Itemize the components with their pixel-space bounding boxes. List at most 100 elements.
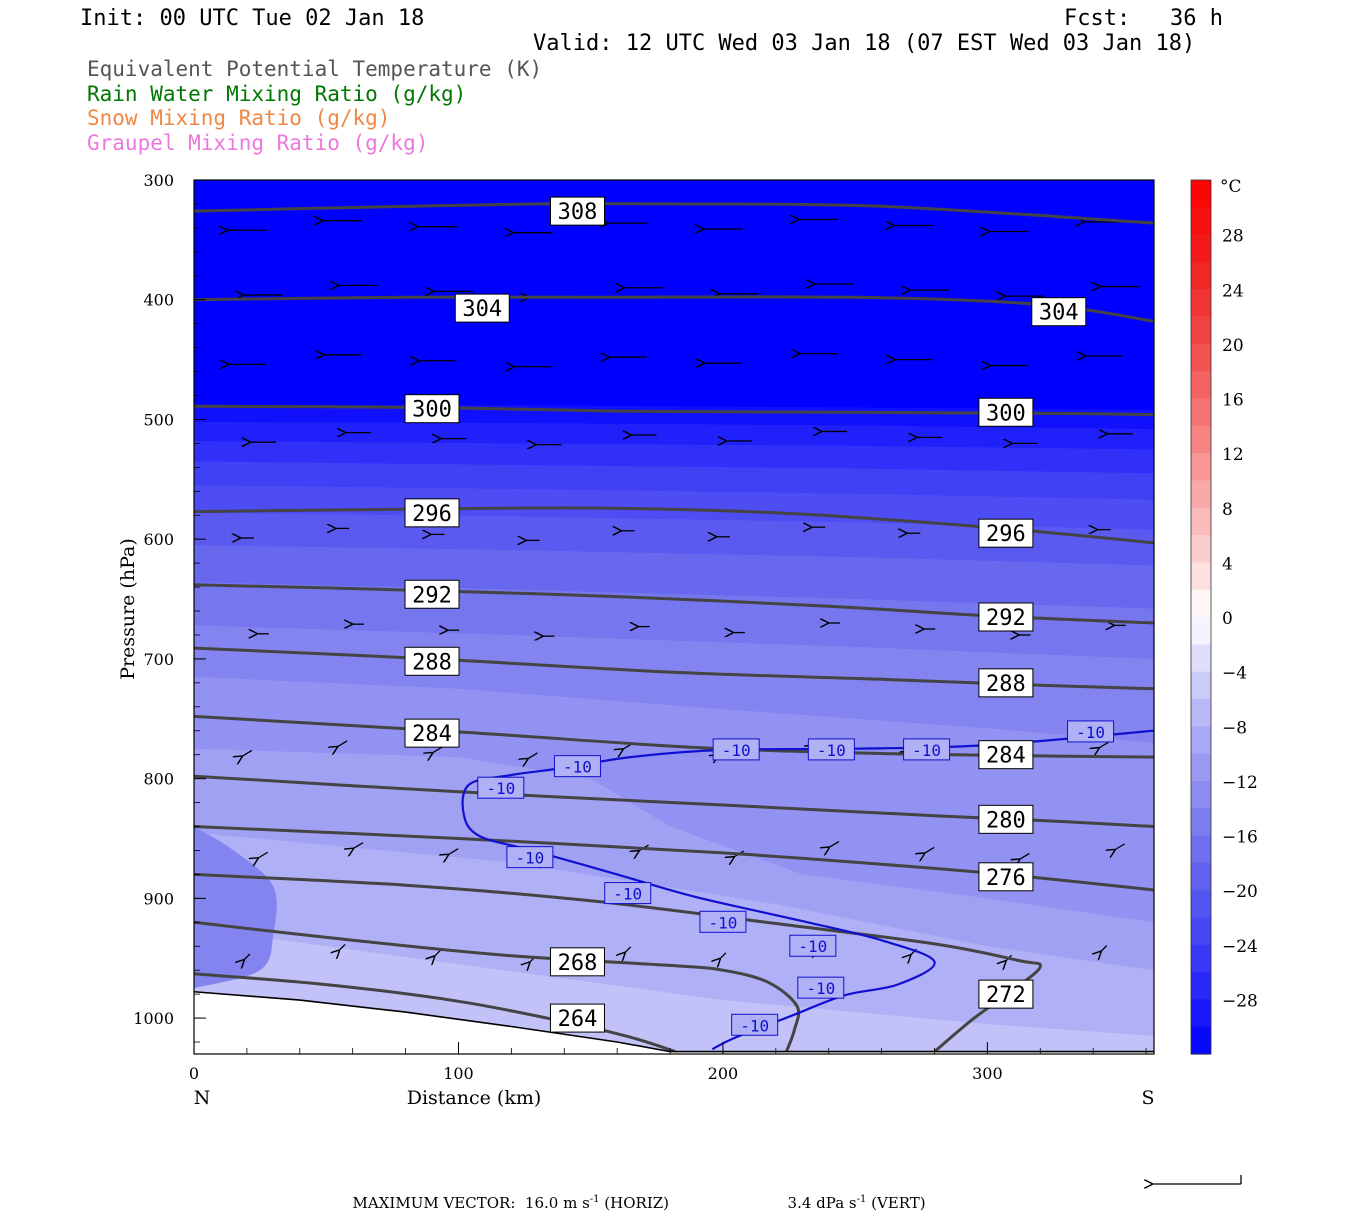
colorbar-cell [1191,698,1211,727]
isotherm-label-box [731,1013,779,1036]
colorbar-tick-label: 0 [1222,609,1233,629]
colorbar-cell [1191,835,1211,864]
colorbar-cell [1191,862,1211,891]
wind-vector [434,949,441,956]
wind-vector [339,943,346,950]
colorbar-cell [1191,562,1211,591]
forecast-hour: Fcst: 36 h [1064,6,1223,31]
y-tick-label: 600 [143,530,174,549]
contour-label-box [549,196,605,226]
colorbar-cell [1191,289,1211,318]
axes: 0 100 200 300 300 400 500 600 700 800 900 1000 N S Dis… [117,171,1155,1109]
colorbar-tick-label: −4 [1222,664,1247,684]
x-tick-label: 200 [708,1064,739,1083]
contour-label-288: 288 [986,672,1026,697]
wind-vector [242,749,253,756]
contour-label-box [549,947,605,977]
colorbar-tick-label: 24 [1222,281,1244,301]
colorbar-cell [1191,234,1211,263]
theta-e-contour-268 [194,920,801,1053]
wind-vector [1115,843,1125,850]
y-tick-label: 300 [143,171,174,190]
contour-label-box [978,518,1034,548]
valid-time: Valid: 12 UTC Wed 03 Jan 18 (07 EST Wed … [533,31,1196,56]
isotherm-label-box [712,738,760,761]
y-tick-label: 800 [143,770,174,789]
wind-vector [244,953,251,960]
colorbar-cell [1191,398,1211,427]
colorbar-cell [1191,972,1211,1000]
colorbar-cell [1191,1026,1211,1055]
wind-vector [924,846,935,853]
wind-vector [625,946,632,953]
legend-graupel: Graupel Mixing Ratio (g/kg) [87,131,429,155]
theta-e-contour-288 [194,646,1154,691]
isotherm-label-box [797,976,845,999]
colorbar-cell [1191,753,1211,782]
colorbar-cell [1191,316,1211,345]
isotherm-label-box [1067,720,1115,743]
wind-vector [432,746,443,753]
contour-label-box [404,498,460,528]
x-tick-label: 0 [189,1064,199,1083]
theta-e-contour-300 [194,404,1154,417]
contour-label-box [978,804,1034,834]
contour-label-300: 300 [412,398,452,423]
colorbar-tick-label: 28 [1222,227,1244,247]
x-axis-label: Distance (km) [407,1087,542,1109]
wind-vector [829,840,840,847]
isotherm-label-box [699,910,747,933]
contour-label-296: 296 [412,502,452,527]
wind-vector [258,851,269,858]
contour-label-box [454,293,510,323]
colorbar-cell [1191,808,1211,837]
colorbar: 28 24 20 16 12 8 4 0 −4 −8 −12 −16 −20 −24 −28 °C [1190,177,1258,1055]
shade-cold-pocket [194,826,277,989]
wind-vector [337,740,348,747]
y-tick-label: 900 [143,889,174,908]
isotherm-label: -10 [722,741,751,760]
contour-label-292: 292 [986,606,1026,631]
contour-label-box [978,979,1034,1009]
legend-theta-e: Equivalent Potential Temperature (K) [87,57,543,81]
colorbar-cell [1191,944,1211,973]
colorbar-cell [1191,180,1211,208]
vector-reference-text: MAXIMUM VECTOR: 16.0 m s-1 (HORIZ) [343,1176,669,1212]
colorbar-cell [1191,617,1211,645]
colorbar-cell [1191,671,1211,700]
isotherm-label: -10 [563,758,592,777]
isotherm-minus-10 [461,729,1154,1051]
colorbar-tick-label: 4 [1222,554,1233,574]
wind-vector [1019,852,1030,859]
isotherm-label: -10 [798,937,827,956]
contour-label-304: 304 [1039,301,1079,326]
isotherm-label-box [506,846,554,869]
plot-frame [193,179,1155,1055]
colorbar-cell [1191,589,1211,618]
reference-vector [1152,1175,1242,1184]
colorbar-cell [1191,890,1211,919]
colorbar-tick-label: −24 [1222,937,1258,957]
isotherm-label: -10 [817,741,846,760]
colorbar-tick-label: −20 [1222,882,1258,902]
colorbar-tick-label: −28 [1222,991,1258,1011]
contour-label-304: 304 [462,297,502,322]
wind-vector [528,752,538,759]
temperature-contour [461,729,1154,1051]
contour-label-box [978,740,1034,770]
wind-vector [353,842,364,849]
colorbar-cell [1191,343,1211,372]
isotherm-label: -10 [486,779,515,798]
contour-label-264: 264 [558,1007,598,1032]
contour-label-276: 276 [986,866,1026,891]
contour-label-box [404,394,460,424]
colorbar-tick-label: 12 [1222,445,1244,465]
contour-labels: 308 304 304 300 300 296 296 292 292 288 288 284 284 2… [404,196,1115,1036]
isotherm-label: -10 [515,849,544,868]
isotherm-label-box [604,882,652,905]
contour-label-box [549,1003,605,1033]
contour-label-280: 280 [986,808,1026,833]
vertical-vector-text: 3.4 dPa s-1 (VERT) [778,1176,926,1212]
contour-label-box [978,862,1034,892]
